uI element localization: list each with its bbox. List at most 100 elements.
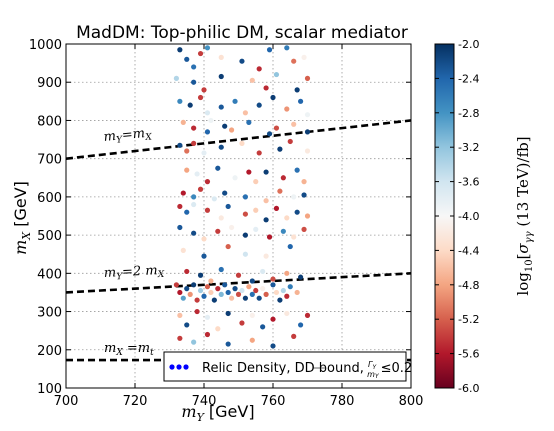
data-point — [301, 54, 307, 60]
data-point — [246, 119, 252, 125]
data-point — [235, 291, 242, 297]
legend-marker — [176, 364, 182, 370]
data-point — [256, 102, 262, 108]
data-point — [266, 131, 273, 137]
data-point — [208, 278, 214, 284]
data-point — [304, 312, 311, 318]
y-tick-label: 500 — [37, 229, 62, 244]
y-tick-label: 800 — [37, 114, 62, 129]
data-point — [280, 175, 286, 181]
data-point — [215, 326, 221, 332]
colorbar-tick-label: -4.4 — [458, 244, 479, 257]
data-point — [218, 73, 224, 80]
colorbar: -2.0 -2.4 -2.8 -3.2 -3.6 -4.0 -4.4 -4.8 -5.2 -5.6… — [434, 38, 535, 395]
data-point — [225, 203, 231, 210]
data-point — [284, 45, 290, 51]
line-label-mx-equals-mt: mX =mt — [104, 341, 154, 358]
data-point — [184, 209, 190, 215]
data-point — [177, 47, 183, 53]
data-point — [253, 179, 259, 185]
data-point — [191, 339, 197, 345]
data-point — [180, 247, 186, 253]
data-point — [284, 293, 290, 299]
data-point — [218, 291, 224, 297]
data-point — [291, 58, 297, 64]
y-tick-label: 900 — [37, 76, 62, 91]
data-point — [273, 71, 280, 78]
data-point — [215, 165, 221, 171]
data-point — [201, 293, 207, 299]
data-point — [218, 144, 224, 150]
data-point — [273, 205, 280, 211]
data-point — [208, 289, 214, 296]
data-point — [270, 276, 276, 282]
data-point — [260, 286, 266, 292]
data-point — [263, 291, 269, 297]
data-point — [253, 226, 259, 232]
chart-title: MadDM: Top-philic DM, scalar mediator — [76, 23, 408, 43]
colorbar-tick-label: -2.0 — [458, 38, 479, 51]
line-label-mx-equals-my: mY=mX — [103, 125, 153, 147]
data-point — [277, 146, 283, 152]
data-point — [184, 286, 190, 292]
data-point — [232, 286, 238, 292]
data-point — [177, 335, 183, 341]
data-point — [280, 287, 286, 294]
data-point — [249, 278, 255, 284]
data-point — [191, 194, 197, 200]
data-point — [184, 268, 190, 275]
data-point — [184, 56, 190, 62]
data-point — [270, 94, 276, 101]
colorbar-tick-label: -5.6 — [458, 348, 479, 361]
data-point — [249, 312, 255, 318]
line-label-my-equals-2mx: mY=2 mX — [103, 263, 165, 283]
data-point — [298, 98, 304, 104]
data-point — [204, 284, 211, 290]
colorbar-tick-label: -3.2 — [458, 141, 479, 154]
data-point — [204, 45, 211, 51]
data-point — [218, 104, 224, 110]
data-point — [280, 228, 286, 234]
data-point — [301, 226, 307, 232]
data-point — [177, 142, 183, 148]
y-tick-label: 200 — [37, 344, 62, 359]
data-point — [256, 150, 262, 156]
data-point — [177, 203, 183, 210]
data-point — [263, 217, 269, 223]
data-point — [239, 287, 245, 294]
colorbar-tick-label: -2.8 — [458, 107, 479, 120]
data-point — [287, 284, 293, 290]
data-point — [270, 343, 276, 349]
data-point — [256, 66, 262, 72]
data-point — [291, 194, 297, 200]
data-point — [270, 316, 276, 322]
data-point — [201, 236, 207, 242]
data-point — [235, 272, 242, 278]
colorbar-ticks: -2.0 -2.4 -2.8 -3.2 -3.6 -4.0 -4.4 -4.8 -5.2 -5.6… — [435, 38, 479, 395]
data-point — [304, 112, 311, 118]
data-point — [291, 234, 297, 240]
data-point — [204, 129, 211, 135]
data-point — [242, 194, 248, 200]
data-point — [184, 322, 190, 328]
data-points — [173, 45, 311, 349]
data-point — [291, 121, 297, 127]
data-point — [284, 106, 290, 112]
data-point — [173, 282, 179, 288]
data-point — [294, 87, 300, 93]
x-tick-label: 740 — [192, 394, 217, 409]
data-point — [273, 289, 280, 296]
x-axis-label: mY [GeV] — [181, 402, 254, 424]
reference-lines — [66, 119, 411, 362]
data-point — [194, 308, 200, 315]
colorbar-tick-label: -4.0 — [458, 210, 479, 223]
data-point — [197, 186, 204, 192]
y-tick-label: 1000 — [29, 38, 62, 53]
data-point — [232, 98, 238, 104]
data-point — [191, 201, 197, 208]
data-point — [229, 295, 235, 301]
data-point — [197, 272, 204, 278]
x-tick-label: 700 — [54, 394, 79, 409]
data-point — [191, 282, 197, 288]
data-point — [256, 295, 262, 301]
